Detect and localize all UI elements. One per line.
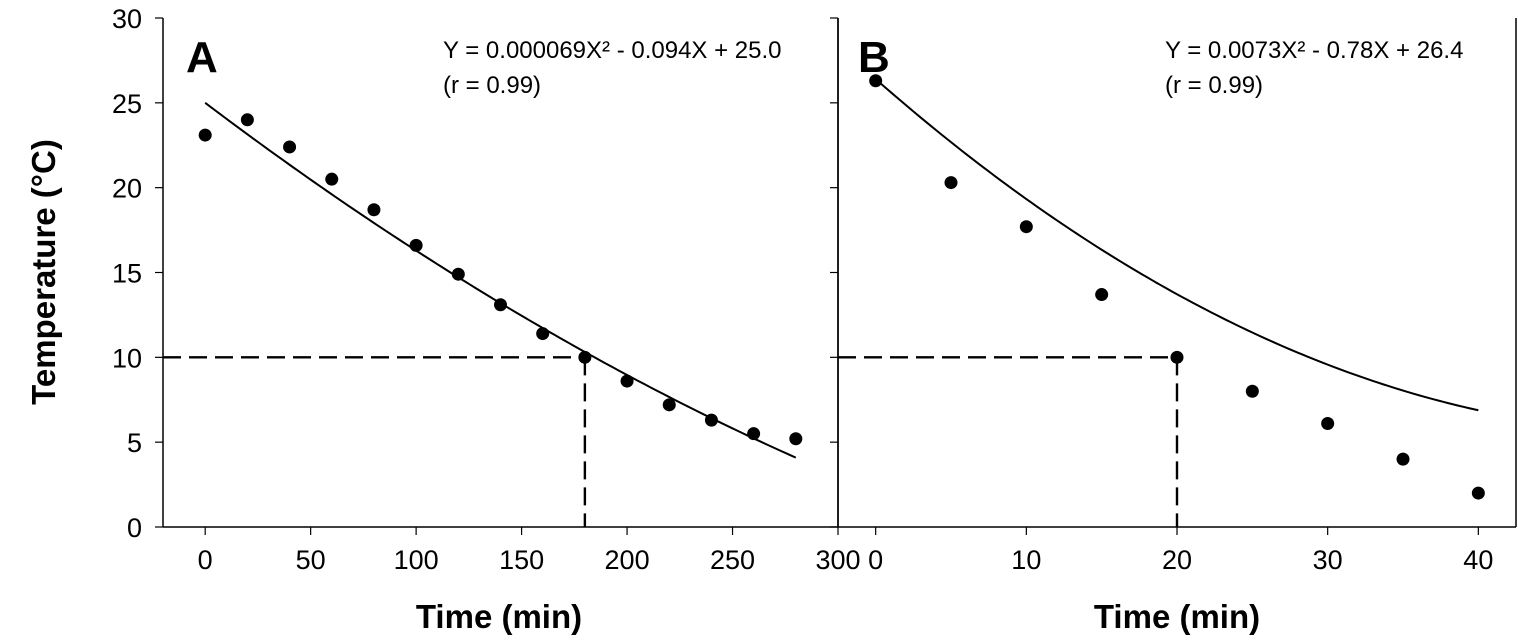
panel-a-fit — [204, 102, 797, 459]
panel-b-x-axis-title: Time (min) — [1094, 598, 1260, 635]
panel-a-y-tick-label: 0 — [127, 513, 142, 543]
panel-b-data-point — [1321, 417, 1335, 431]
panel-a-data-point — [620, 374, 634, 388]
panel-a-data-point — [409, 238, 423, 252]
panel-a-data-point — [536, 327, 550, 341]
panel-a-data-point — [578, 350, 592, 364]
panel-a-x-tick-label: 300 — [815, 545, 860, 575]
panel-a-data-point — [747, 427, 761, 441]
panel-a-fit-curve — [204, 102, 797, 459]
panel-a-data-point — [367, 203, 381, 217]
panel-a-x-axis-title: Time (min) — [416, 598, 582, 635]
panel-a-x-tick-label: 150 — [499, 545, 544, 575]
panel-b-r-value: (r = 0.99) — [1165, 72, 1263, 99]
panel-a-data-point — [198, 128, 212, 142]
panel-a-y-tick-label: 10 — [112, 343, 142, 373]
panel-b-axes: 0 10 20 30 40 — [830, 17, 1517, 575]
panel-a-y-tick-label: 25 — [112, 89, 142, 119]
panel-a-x-tick-label: 50 — [296, 545, 326, 575]
panel-a-x-tick-label: 200 — [605, 545, 650, 575]
panel-a-equation: Y = 0.000069X² - 0.094X + 25.0 — [443, 37, 781, 64]
panel-b-data-point — [1095, 288, 1109, 302]
panel-a-label: A — [186, 33, 218, 82]
panel-b-data-point — [1471, 486, 1485, 500]
panel-a-y-tick-label: 20 — [112, 174, 142, 204]
panel-b-data-point — [1170, 350, 1184, 364]
panel-b-data-point — [1396, 452, 1410, 466]
panel-b-data-point — [944, 176, 958, 190]
panel-a-r-value: (r = 0.99) — [443, 72, 541, 99]
panel-a-y-tick-label: 15 — [112, 259, 142, 289]
panel-a-data-point — [325, 172, 339, 186]
y-axis-title: Temperature (°C) — [25, 139, 62, 405]
panel-a-data-point — [662, 398, 676, 412]
panel-a-data-point — [451, 267, 465, 281]
panel-a-axes: 0 50 100 150 200 250 300 0 5 10 15 20 25 30 — [112, 4, 861, 575]
panel-a-data-point — [240, 113, 254, 127]
panel-a-data-point — [494, 298, 507, 312]
panel-a-y-tick-label: 30 — [112, 4, 142, 34]
panel-a-data-point — [283, 140, 297, 154]
panel-a: 0 50 100 150 200 250 300 0 5 10 15 20 25 30 A Y = 0.0… — [112, 4, 861, 635]
panel-b-x-tick-label: 0 — [868, 545, 883, 575]
panel-a-data-point — [789, 432, 803, 446]
panel-b-x-tick-label: 10 — [1011, 545, 1041, 575]
panel-b: 0 10 20 30 40 B Y = 0.0073X² - 0.78X + 26.4 … — [830, 17, 1517, 635]
panel-a-points — [198, 113, 803, 446]
panel-a-y-tick-label: 5 — [127, 428, 142, 458]
panel-b-points — [869, 74, 1485, 500]
panel-b-label: B — [858, 33, 890, 82]
panel-b-x-tick-label: 30 — [1313, 545, 1343, 575]
panel-b-equation: Y = 0.0073X² - 0.78X + 26.4 — [1165, 37, 1463, 64]
panel-a-x-tick-label: 250 — [710, 545, 755, 575]
panel-b-data-point — [869, 74, 883, 88]
panel-b-data-point — [1019, 220, 1033, 234]
panel-b-data-point — [1245, 384, 1259, 398]
panel-a-x-tick-label: 100 — [394, 545, 439, 575]
panel-b-x-tick-label: 20 — [1162, 545, 1192, 575]
panel-a-data-point — [704, 413, 718, 427]
panel-b-fit — [875, 78, 1479, 412]
panel-b-x-tick-label: 40 — [1463, 545, 1493, 575]
panel-a-x-tick-label: 0 — [198, 545, 213, 575]
panel-b-fit-curve — [875, 78, 1479, 412]
panel-b-reference-lines — [838, 356, 1179, 527]
panel-a-reference-lines — [163, 356, 587, 527]
